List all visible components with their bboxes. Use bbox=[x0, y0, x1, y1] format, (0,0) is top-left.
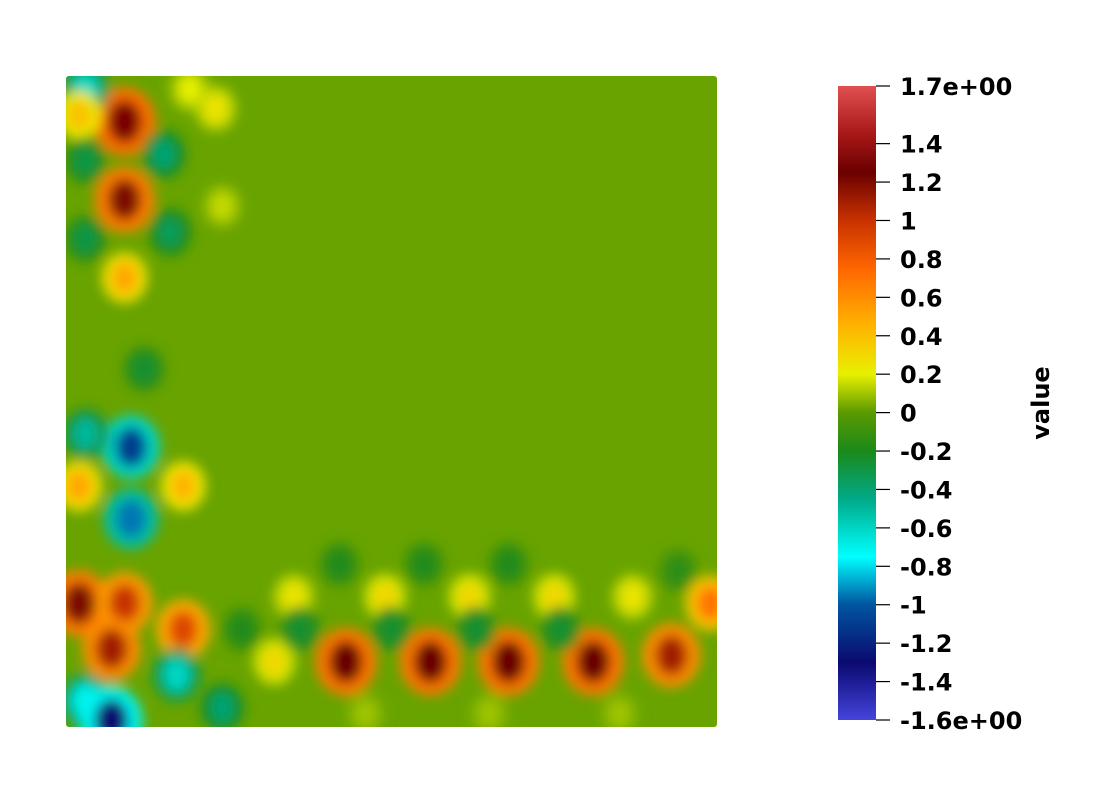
heatmap-feature-core bbox=[458, 582, 482, 612]
heatmap-feature-core bbox=[72, 417, 99, 451]
heatmap-feature-core bbox=[413, 550, 436, 579]
heatmap-feature-core bbox=[108, 178, 142, 221]
colorbar-tick-label: 0.4 bbox=[900, 323, 943, 351]
heatmap-feature-core bbox=[168, 610, 199, 649]
heatmap-feature-core bbox=[66, 582, 96, 625]
heatmap-feature-core bbox=[380, 615, 403, 644]
heatmap-feature-core bbox=[163, 658, 190, 692]
heatmap-feature-core bbox=[576, 640, 611, 684]
heatmap-feature-core bbox=[549, 615, 573, 644]
colorbar-tick-label: -1 bbox=[900, 592, 927, 620]
heatmap-feature-core bbox=[262, 647, 286, 677]
heatmap-feature-core bbox=[282, 582, 306, 612]
heatmap-feature-core bbox=[178, 76, 201, 104]
heatmap-feature-core bbox=[230, 615, 253, 644]
heatmap-feature-core bbox=[464, 615, 488, 644]
colorbar-tick-label: -0.6 bbox=[900, 515, 952, 543]
heatmap-feature-core bbox=[655, 635, 688, 676]
heatmap-feature-core bbox=[329, 640, 363, 684]
colorbar-tick-label: 1 bbox=[900, 207, 917, 235]
colorbar-tick-label: -1.2 bbox=[900, 630, 952, 658]
heatmap-feature-core bbox=[210, 692, 235, 723]
heatmap-feature-core bbox=[696, 585, 717, 621]
heatmap-feature-core bbox=[497, 550, 520, 579]
colorbar-bar bbox=[838, 86, 876, 720]
colorbar-tick-label: -1.6e+00 bbox=[900, 707, 1022, 735]
heatmap-feature-core bbox=[111, 261, 138, 294]
heatmap-feature-core bbox=[73, 224, 98, 254]
heatmap-feature-core bbox=[132, 354, 156, 384]
heatmap-feature-core bbox=[107, 99, 142, 144]
heatmap-feature-core bbox=[373, 582, 397, 612]
heatmap-features bbox=[66, 76, 717, 727]
heatmap-feature-core bbox=[151, 138, 176, 170]
heatmap-feature-core bbox=[115, 499, 147, 538]
heatmap-feature-core bbox=[158, 217, 182, 248]
heatmap-feature-core bbox=[109, 583, 140, 623]
colorbar-tick-label: 1.4 bbox=[900, 131, 943, 159]
heatmap-feature-core bbox=[204, 94, 228, 123]
heatmap-feature-core bbox=[211, 192, 233, 220]
colorbar-tick-label: 0.6 bbox=[900, 284, 943, 312]
colorbar-title: value bbox=[1027, 366, 1055, 439]
heatmap-feature-core bbox=[478, 700, 500, 727]
heatmap-feature-core bbox=[355, 700, 376, 727]
heatmap-feature-core bbox=[328, 550, 351, 579]
colorbar-tick-label: 0.8 bbox=[900, 246, 943, 274]
heatmap-feature-core bbox=[491, 640, 526, 684]
heatmap-feature-core bbox=[289, 615, 312, 644]
colorbar-tick-label: 0 bbox=[900, 400, 917, 428]
colorbar-ticks: 1.7e+00 1.4 1.2 1 0.8 0.6 0.4 0.2 0 -0.2 -0.4 -0.6 -… bbox=[876, 73, 1022, 735]
heatmap-feature-core bbox=[413, 640, 448, 684]
heatmap-feature-core bbox=[73, 145, 98, 176]
heatmap-feature-core bbox=[608, 700, 630, 727]
colorbar-tick-label: -0.4 bbox=[900, 476, 952, 504]
heatmap-feature-core bbox=[66, 99, 92, 131]
heatmap-field bbox=[66, 76, 717, 727]
colorbar-tick-label: -1.4 bbox=[900, 669, 952, 697]
heatmap-feature-core bbox=[621, 582, 644, 612]
heatmap-feature-core bbox=[66, 470, 92, 503]
heatmap-feature-core bbox=[94, 698, 129, 727]
colorbar: 1.7e+00 1.4 1.2 1 0.8 0.6 0.4 0.2 0 -0.2 -0.4 -0.6 -… bbox=[838, 73, 1055, 735]
colorbar-tick-label: 1.2 bbox=[900, 169, 943, 197]
colorbar-tick-label: 0.2 bbox=[900, 361, 943, 389]
heatmap-feature-core bbox=[95, 628, 128, 670]
colorbar-tick-label: -0.2 bbox=[900, 438, 952, 466]
colorbar-tick-label: -0.8 bbox=[900, 553, 952, 581]
heatmap-feature-core bbox=[667, 557, 689, 585]
colorbar-tick-label: 1.7e+00 bbox=[900, 73, 1012, 101]
heatmap-feature-core bbox=[170, 470, 196, 502]
heatmap-feature-core bbox=[542, 582, 566, 612]
heatmap-feature-core bbox=[115, 426, 148, 468]
